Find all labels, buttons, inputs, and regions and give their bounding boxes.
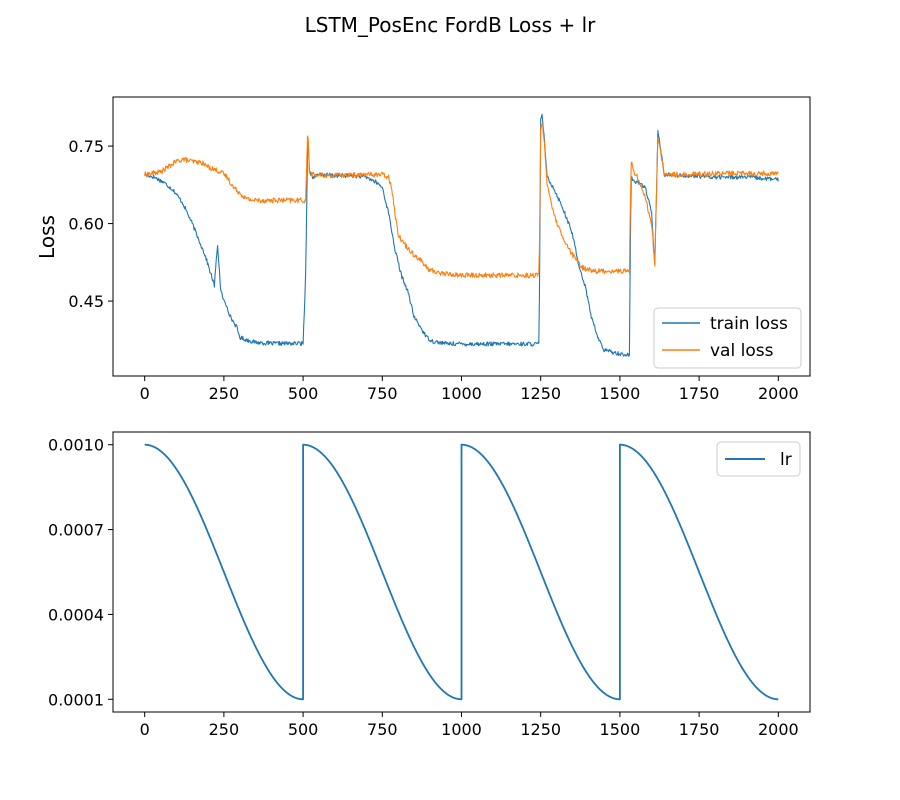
lr-y-tick-label: 0.0010 <box>48 436 104 455</box>
loss-x-tick-label: 0 <box>140 384 150 403</box>
loss-x-tick-label: 1500 <box>600 384 641 403</box>
loss-axes: Loss 0 250 500 750 1000 1250 1500 1750 2000 0.45… <box>35 96 811 403</box>
val-loss-line <box>144 123 779 279</box>
lr-x-tick-label: 1750 <box>679 720 720 739</box>
lr-axes: 0 250 500 750 1000 1250 1500 1750 2000 0.00010.0… <box>48 431 811 739</box>
lr-x-tick-label: 1000 <box>441 720 482 739</box>
loss-x-ticks: 0 250 500 750 1000 1250 1500 1750 2000 <box>140 376 799 403</box>
lr-x-tick-label: 750 <box>367 720 398 739</box>
figure-title: LSTM_PosEnc FordB Loss + lr <box>305 13 597 37</box>
loss-x-tick-label: 1250 <box>520 384 561 403</box>
loss-ylabel: Loss <box>35 215 59 259</box>
lr-legend: lr <box>716 441 801 477</box>
loss-x-tick-label: 750 <box>367 384 398 403</box>
lr-y-ticks: 0.0001 0.0004 0.0007 0.0010 <box>48 436 113 709</box>
loss-x-tick-label: 500 <box>288 384 319 403</box>
loss-y-ticks: 0.45 0.60 0.75 <box>68 137 113 311</box>
lr-line <box>144 443 779 701</box>
loss-y-tick-label: 0.45 <box>68 292 104 311</box>
legend-label-val-loss: val loss <box>710 341 774 361</box>
loss-y-tick-label: 0.75 <box>68 137 104 156</box>
legend-label-lr: lr <box>780 450 792 470</box>
loss-axes-frame <box>112 96 811 377</box>
lr-y-tick-label: 0.0001 <box>48 690 104 709</box>
lr-x-tick-label: 1500 <box>600 720 641 739</box>
loss-x-tick-label: 1000 <box>441 384 482 403</box>
lr-y-tick-label: 0.0004 <box>48 605 104 624</box>
loss-x-tick-label: 2000 <box>758 384 799 403</box>
lr-x-tick-label: 0 <box>140 720 150 739</box>
lr-x-tick-label: 250 <box>209 720 240 739</box>
legend-label-train-loss: train loss <box>710 314 788 334</box>
loss-legend: train loss val loss <box>653 307 802 369</box>
loss-x-tick-label: 1750 <box>679 384 720 403</box>
lr-x-tick-label: 1250 <box>520 720 561 739</box>
lr-x-ticks: 0 250 500 750 1000 1250 1500 1750 2000 <box>140 712 799 739</box>
lr-plot-area <box>144 443 779 701</box>
lr-y-tick-label: 0.0007 <box>48 521 104 540</box>
lr-x-tick-label: 500 <box>288 720 319 739</box>
loss-y-tick-label: 0.60 <box>68 215 104 234</box>
loss-plot-area <box>144 113 779 357</box>
loss-x-tick-label: 250 <box>209 384 240 403</box>
lr-axes-frame <box>112 431 811 713</box>
lr-x-tick-label: 2000 <box>758 720 799 739</box>
